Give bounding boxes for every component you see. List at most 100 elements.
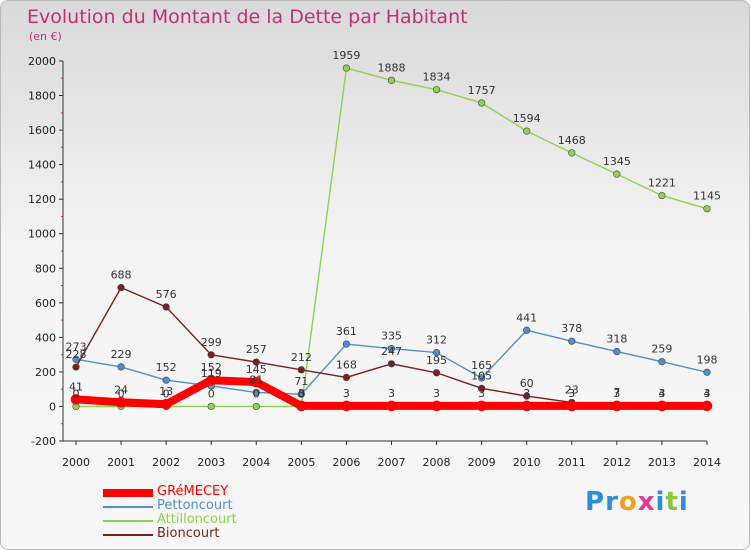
brand-letter: P (585, 487, 606, 517)
series-point-0 (656, 400, 668, 412)
data-label-3: 299 (201, 336, 222, 349)
series-point-2 (703, 205, 711, 213)
brand-letter: i (678, 487, 689, 517)
series-point-2 (523, 127, 531, 135)
data-label-1: 318 (606, 333, 627, 346)
brand-letter: r (605, 487, 619, 517)
legend-label: GRéMECEY (157, 484, 229, 499)
chart-title: Evolution du Montant de la Dette par Hab… (27, 6, 468, 28)
data-label-3: 7 (613, 386, 620, 399)
x-tick-label: 2014 (693, 456, 721, 469)
series-point-0 (205, 374, 217, 386)
data-label-1: 119 (201, 367, 222, 380)
data-label-2: 0 (298, 387, 305, 400)
series-point-1 (523, 326, 531, 334)
y-tick-label: -200 (31, 435, 56, 448)
y-tick-label: 800 (35, 262, 56, 275)
x-tick-label: 2013 (648, 456, 676, 469)
data-label-3: 688 (111, 269, 132, 282)
series-point-0 (70, 394, 82, 405)
y-tick-label: 200 (35, 366, 56, 379)
x-tick-label: 2009 (468, 456, 496, 469)
data-label-2: 1888 (377, 61, 405, 74)
x-tick-label: 2010 (513, 456, 541, 469)
series-point-0 (115, 397, 127, 408)
data-label-3: 247 (381, 345, 402, 358)
data-label-1: 198 (696, 353, 717, 366)
chart-subtitle: (en €) (29, 30, 62, 43)
data-label-2: 1959 (332, 49, 360, 62)
series-point-3 (523, 392, 531, 400)
series-point-3 (72, 363, 80, 371)
series-point-0 (701, 400, 713, 412)
series-point-1 (297, 390, 305, 398)
y-tick-label: 1000 (28, 228, 56, 241)
data-label-3: 195 (426, 354, 447, 367)
series-point-3 (387, 360, 396, 368)
x-tick-label: 2003 (197, 456, 225, 469)
series-point-2 (658, 191, 666, 200)
data-label-1: 229 (111, 348, 132, 361)
data-label-0: 24 (114, 383, 128, 396)
series-point-2 (568, 149, 576, 157)
series-point-0 (160, 398, 172, 410)
data-label-3: 257 (246, 343, 267, 356)
series-point-0 (386, 400, 397, 412)
series-point-1 (568, 337, 576, 345)
legend-label: Bioncourt (157, 526, 220, 541)
series-point-2 (613, 170, 621, 178)
x-tick-label: 2011 (558, 456, 586, 469)
legend-label: Pettoncourt (157, 498, 233, 513)
data-label-2: 0 (118, 387, 125, 400)
data-label-0: 3 (298, 387, 305, 400)
x-tick-label: 2007 (377, 456, 405, 469)
data-label-1: 71 (294, 375, 308, 388)
x-tick-label: 2008 (423, 456, 451, 469)
brand-letter: t (665, 487, 679, 517)
series-point-0 (476, 400, 487, 412)
series-point-1 (478, 374, 486, 382)
series-point-1 (162, 376, 170, 384)
data-label-3: 4 (658, 387, 665, 400)
legend-swatch (103, 506, 153, 508)
data-label-0: 13 (159, 385, 173, 398)
brand-letter: i (655, 487, 666, 517)
data-label-1: 165 (471, 359, 492, 372)
data-label-1: 81 (249, 373, 263, 386)
data-label-0: 3 (613, 387, 620, 400)
data-label-2: 1594 (513, 112, 541, 125)
series-point-3 (432, 369, 441, 377)
y-tick-label: 600 (35, 297, 56, 310)
series-point-2 (207, 402, 215, 411)
data-label-0: 3 (433, 387, 440, 400)
data-label-0: 3 (343, 387, 350, 400)
data-label-1: 335 (381, 330, 402, 343)
data-label-1: 312 (426, 334, 447, 347)
data-label-1: 378 (561, 322, 582, 335)
data-label-0: 145 (246, 363, 267, 376)
series-point-1 (613, 347, 621, 356)
series-point-1 (117, 363, 125, 371)
series-point-3 (252, 358, 260, 366)
series-point-1 (342, 340, 351, 348)
series-point-2 (387, 76, 396, 84)
brand-letter: o (618, 487, 638, 517)
series-point-0 (250, 376, 262, 388)
legend-label: Attilloncourt (157, 512, 237, 527)
data-label-0: 3 (388, 387, 395, 400)
data-label-0: 3 (478, 387, 485, 400)
series-point-0 (341, 400, 352, 412)
x-tick-label: 2000 (62, 456, 90, 469)
y-tick-label: 1800 (28, 90, 56, 103)
data-label-0: 3 (568, 387, 575, 400)
data-label-0: 3 (658, 387, 665, 400)
series-point-1 (252, 388, 260, 397)
data-label-3: 228 (66, 348, 87, 361)
series-point-2 (342, 64, 351, 72)
series-point-3 (478, 384, 486, 392)
data-label-2: 0 (163, 387, 170, 400)
data-label-1: 152 (156, 361, 177, 374)
data-label-2: 1345 (603, 155, 631, 168)
data-label-2: 1221 (648, 177, 676, 190)
legend-swatch (103, 534, 153, 536)
